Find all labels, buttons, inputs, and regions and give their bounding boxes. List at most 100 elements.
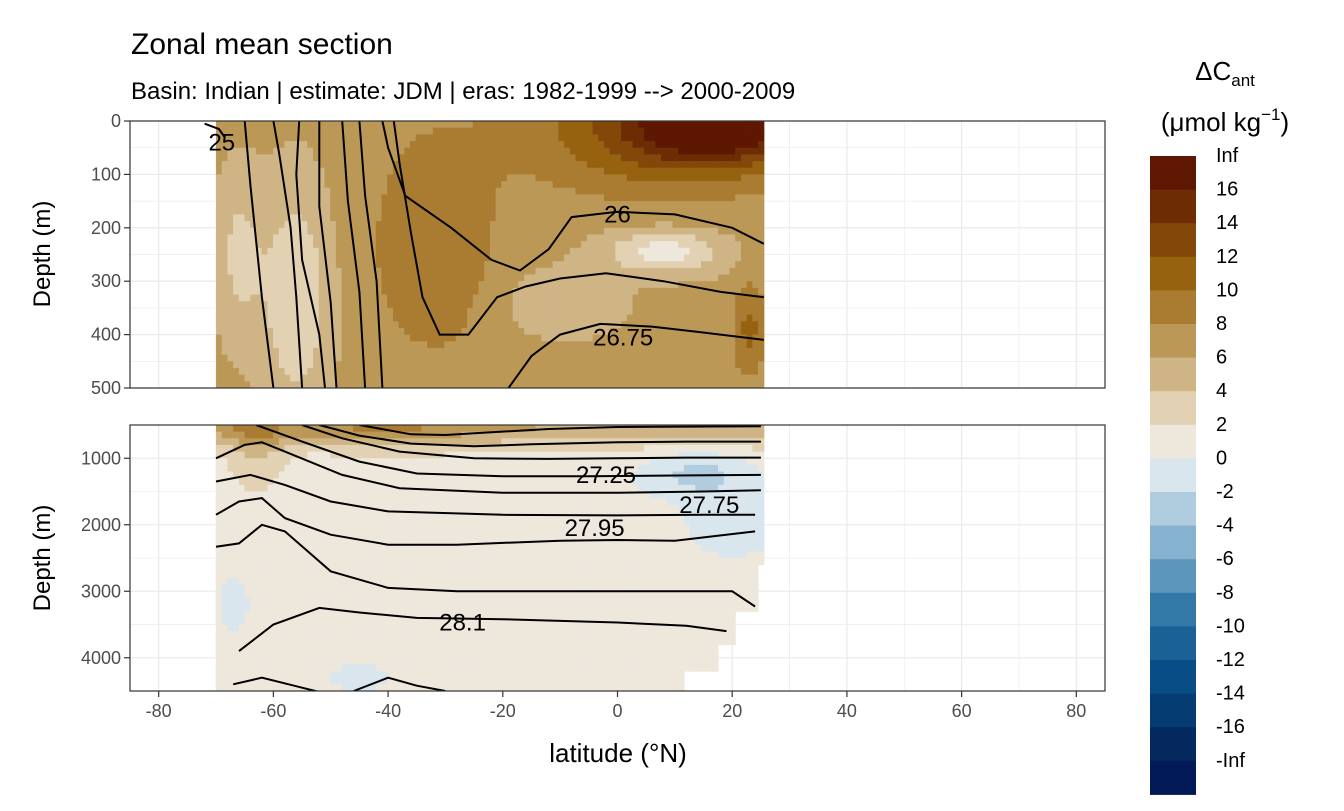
field-cell: [530, 248, 536, 255]
field-cell: [239, 492, 245, 499]
field-cell: [256, 638, 262, 645]
field-cell: [222, 261, 228, 268]
field-cell: [324, 328, 330, 335]
field-cell: [421, 368, 427, 375]
field-cell: [347, 255, 353, 262]
field-cell: [564, 248, 570, 255]
field-cell: [707, 301, 713, 308]
field-cell: [227, 328, 233, 335]
field-cell: [667, 288, 673, 295]
field-cell: [399, 261, 405, 268]
field-cell: [496, 148, 502, 155]
field-cell: [507, 134, 513, 141]
field-cell: [724, 361, 730, 368]
field-cell: [672, 295, 678, 302]
field-cell: [399, 361, 405, 368]
field-cell: [313, 671, 319, 678]
field-cell: [758, 248, 764, 255]
field-cell: [752, 241, 758, 248]
field-cell: [319, 255, 325, 262]
field-cell: [695, 121, 701, 128]
field-cell: [496, 214, 502, 221]
field-cell: [444, 214, 450, 221]
field-cell: [547, 234, 553, 241]
field-cell: [484, 268, 490, 275]
field-cell: [575, 194, 581, 201]
field-cell: [444, 188, 450, 195]
field-cell: [427, 355, 433, 362]
field-cell: [473, 128, 479, 135]
field-cell: [381, 194, 387, 201]
field-cell: [233, 121, 239, 128]
field-cell: [296, 268, 302, 275]
field-cell: [387, 348, 393, 355]
field-cell: [267, 658, 273, 665]
field-cell: [273, 452, 279, 459]
field-cell: [273, 658, 279, 665]
field-cell: [450, 348, 456, 355]
field-cell: [564, 348, 570, 355]
field-cell: [513, 128, 519, 135]
field-cell: [324, 671, 330, 678]
field-cell: [473, 214, 479, 221]
field-cell: [302, 511, 308, 518]
field-cell: [484, 288, 490, 295]
field-cell: [513, 188, 519, 195]
field-cell: [427, 188, 433, 195]
field-cell: [262, 605, 268, 612]
field-cell: [319, 301, 325, 308]
field-cell: [444, 234, 450, 241]
field-cell: [239, 134, 245, 141]
field-cell: [593, 295, 599, 302]
field-cell: [421, 355, 427, 362]
field-cell: [473, 355, 479, 362]
field-cell: [279, 671, 285, 678]
field-cell: [718, 348, 724, 355]
field-cell: [233, 214, 239, 221]
field-cell: [307, 518, 313, 525]
field-cell: [347, 361, 353, 368]
field-cell: [319, 288, 325, 295]
field-cell: [444, 281, 450, 288]
field-cell: [302, 678, 308, 685]
field-cell: [284, 625, 290, 632]
field-cell: [661, 241, 667, 248]
field-cell: [416, 321, 422, 328]
field-cell: [250, 585, 256, 592]
field-cell: [250, 611, 256, 618]
field-cell: [307, 375, 313, 382]
field-cell: [650, 201, 656, 208]
field-cell: [690, 248, 696, 255]
field-cell: [450, 261, 456, 268]
field-cell: [347, 288, 353, 295]
field-cell: [439, 188, 445, 195]
field-cell: [633, 248, 639, 255]
field-cell: [262, 228, 268, 235]
field-cell: [399, 201, 405, 208]
field-cell: [450, 368, 456, 375]
field-cell: [439, 341, 445, 348]
field-cell: [507, 255, 513, 262]
field-cell: [644, 141, 650, 148]
field-cell: [256, 128, 262, 135]
field-cell: [227, 611, 233, 618]
field-cell: [336, 234, 342, 241]
field-cell: [690, 241, 696, 248]
field-cell: [290, 214, 296, 221]
field-cell: [336, 335, 342, 342]
field-cell: [707, 255, 713, 262]
field-cell: [336, 631, 342, 638]
field-cell: [421, 275, 427, 282]
field-cell: [695, 375, 701, 382]
field-cell: [467, 141, 473, 148]
field-cell: [541, 228, 547, 235]
field-cell: [724, 315, 730, 322]
field-cell: [239, 154, 245, 161]
field-cell: [667, 161, 673, 168]
field-cell: [598, 375, 604, 382]
field-cell: [473, 201, 479, 208]
field-cell: [273, 638, 279, 645]
field-cell: [604, 148, 610, 155]
field-cell: [730, 328, 736, 335]
field-cell: [336, 161, 342, 168]
